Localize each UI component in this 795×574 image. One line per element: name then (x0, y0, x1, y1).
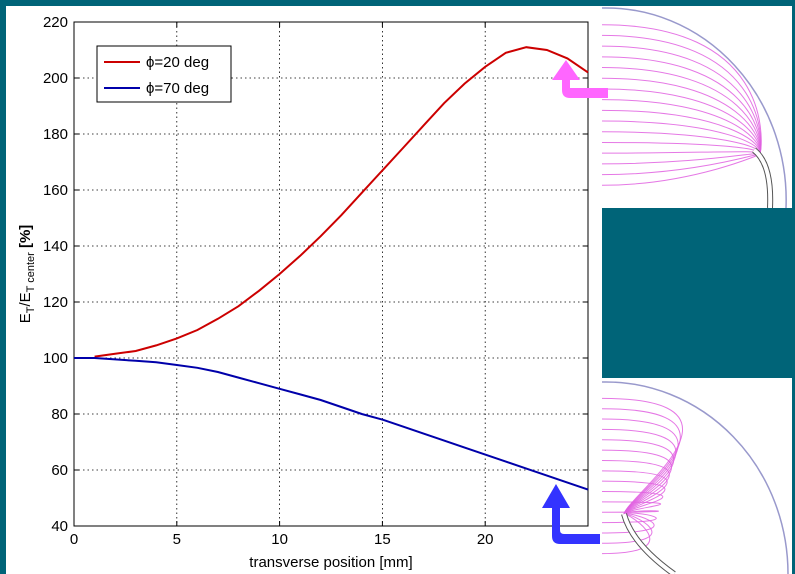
field-line (602, 99, 761, 155)
y-tick-label: 40 (51, 518, 68, 535)
plot-area (73, 21, 589, 527)
x-tick-label: 20 (477, 531, 494, 548)
field-lines-phi-70-icon (602, 381, 789, 574)
y-tick-label: 200 (43, 70, 68, 87)
y-tick-label: 180 (43, 126, 68, 143)
field-line (602, 513, 653, 544)
field-line (602, 153, 761, 176)
legend-label-phi-70: ϕ=70 deg (146, 80, 209, 97)
x-tick-label: 15 (374, 531, 391, 548)
legend-label-phi-20: ϕ=20 deg (146, 54, 209, 71)
field-line (602, 470, 668, 515)
field-line (602, 120, 761, 155)
y-tick-label: 220 (43, 14, 68, 31)
plot-panel: 0 5 10 15 20 40 60 80 100 120 140 160 180 200 220 ϕ=20… (6, 6, 602, 574)
field-lines-phi-20-icon (602, 7, 787, 208)
field-line (602, 480, 666, 515)
field-line (602, 512, 657, 524)
field-line (602, 152, 761, 165)
field-line (602, 510, 659, 515)
x-axis-label: transverse position [mm] (249, 554, 412, 571)
y-tick-label: 60 (51, 462, 68, 479)
field-line (602, 408, 681, 515)
field-line (602, 513, 651, 555)
y-axis-label: ET/ET center [%] (17, 225, 37, 324)
y-tick-label: 120 (43, 294, 68, 311)
series-line-0 (94, 46, 589, 358)
field-line (602, 449, 672, 515)
x-tick-label: 0 (70, 531, 78, 548)
series-line-1 (74, 357, 589, 491)
conductor-gap (621, 513, 676, 574)
x-tick-label: 5 (173, 531, 181, 548)
legend-box (96, 45, 232, 103)
y-tick-label: 100 (43, 350, 68, 367)
inset-bottom (602, 378, 792, 574)
ticks: 0 5 10 15 20 40 60 80 100 120 140 160 180 200 220 (43, 14, 588, 548)
inset-top (602, 6, 792, 208)
field-line (602, 418, 679, 515)
boundary-arc (602, 381, 789, 574)
field-line (602, 428, 677, 515)
series-layer (74, 46, 589, 491)
field-line (602, 34, 762, 155)
y-tick-label: 80 (51, 406, 68, 423)
y-tick-label: 140 (43, 238, 68, 255)
line-chart: 0 5 10 15 20 40 60 80 100 120 140 160 180 200 220 ϕ=20… (17, 14, 589, 571)
field-line (602, 459, 670, 515)
field-line (602, 151, 761, 155)
boundary-arc (602, 7, 787, 208)
conductor-gap-inner (622, 513, 676, 574)
legend: ϕ=20 deg ϕ=70 deg (96, 45, 232, 103)
conductor-gap-inner (752, 148, 773, 208)
field-line (602, 501, 662, 515)
field-line (602, 491, 664, 515)
y-tick-label: 160 (43, 182, 68, 199)
x-tick-label: 10 (271, 531, 288, 548)
